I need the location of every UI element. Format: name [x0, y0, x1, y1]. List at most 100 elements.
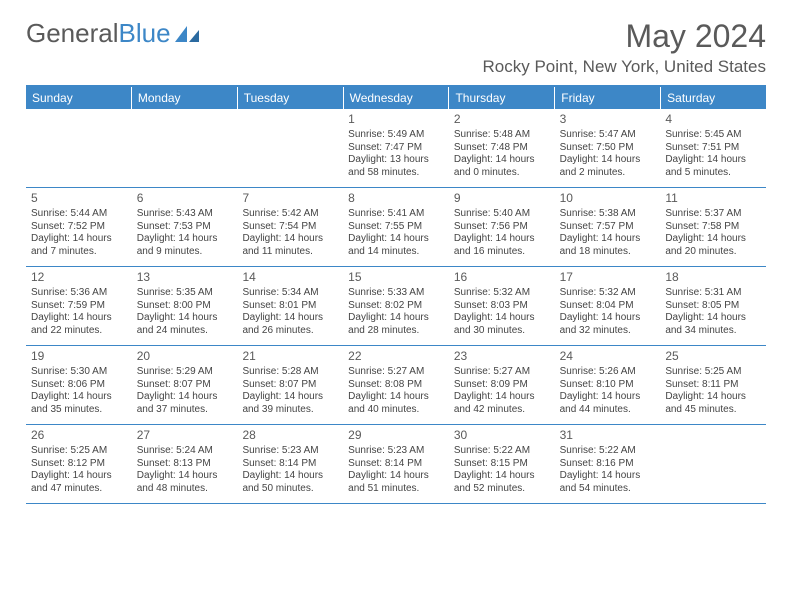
day-cell: 27Sunrise: 5:24 AMSunset: 8:13 PMDayligh…	[132, 425, 238, 503]
day-cell: 7Sunrise: 5:42 AMSunset: 7:54 PMDaylight…	[237, 188, 343, 266]
sunset-text: Sunset: 8:09 PM	[454, 379, 550, 392]
sunset-text: Sunset: 8:15 PM	[454, 458, 550, 471]
sunset-text: Sunset: 8:10 PM	[560, 379, 656, 392]
day-cell: 23Sunrise: 5:27 AMSunset: 8:09 PMDayligh…	[449, 346, 555, 424]
daylight-text: Daylight: 14 hours	[560, 391, 656, 404]
header: GeneralBlue May 2024	[26, 18, 766, 55]
sunset-text: Sunset: 7:58 PM	[665, 221, 761, 234]
sunset-text: Sunset: 8:00 PM	[137, 300, 233, 313]
sunset-text: Sunset: 8:06 PM	[31, 379, 127, 392]
weekday-header-row: Sunday Monday Tuesday Wednesday Thursday…	[26, 87, 766, 109]
daylight-text: Daylight: 14 hours	[242, 391, 338, 404]
daylight-text: Daylight: 14 hours	[137, 391, 233, 404]
logo-sail-icon	[173, 24, 201, 44]
daylight-text: Daylight: 14 hours	[137, 233, 233, 246]
daylight-text: Daylight: 13 hours	[348, 154, 444, 167]
daylight-text: Daylight: 14 hours	[242, 470, 338, 483]
day-number: 4	[665, 112, 761, 127]
sunset-text: Sunset: 8:03 PM	[454, 300, 550, 313]
daylight-text: Daylight: 14 hours	[31, 391, 127, 404]
day-number: 8	[348, 191, 444, 206]
day-number: 25	[665, 349, 761, 364]
day-number: 2	[454, 112, 550, 127]
sunrise-text: Sunrise: 5:40 AM	[454, 208, 550, 221]
daylight-text: and 16 minutes.	[454, 246, 550, 259]
daylight-text: and 28 minutes.	[348, 325, 444, 338]
daylight-text: Daylight: 14 hours	[348, 391, 444, 404]
sunrise-text: Sunrise: 5:27 AM	[348, 366, 444, 379]
sunrise-text: Sunrise: 5:24 AM	[137, 445, 233, 458]
day-cell: 17Sunrise: 5:32 AMSunset: 8:04 PMDayligh…	[555, 267, 661, 345]
sunset-text: Sunset: 7:57 PM	[560, 221, 656, 234]
sunrise-text: Sunrise: 5:34 AM	[242, 287, 338, 300]
sunrise-text: Sunrise: 5:35 AM	[137, 287, 233, 300]
day-cell: 6Sunrise: 5:43 AMSunset: 7:53 PMDaylight…	[132, 188, 238, 266]
day-number: 7	[242, 191, 338, 206]
sunrise-text: Sunrise: 5:33 AM	[348, 287, 444, 300]
day-cell: 31Sunrise: 5:22 AMSunset: 8:16 PMDayligh…	[555, 425, 661, 503]
day-cell: 20Sunrise: 5:29 AMSunset: 8:07 PMDayligh…	[132, 346, 238, 424]
calendar-page: GeneralBlue May 2024 Rocky Point, New Yo…	[0, 0, 792, 522]
daylight-text: and 18 minutes.	[560, 246, 656, 259]
daylight-text: Daylight: 14 hours	[348, 312, 444, 325]
day-number: 1	[348, 112, 444, 127]
sunset-text: Sunset: 7:54 PM	[242, 221, 338, 234]
sunset-text: Sunset: 8:13 PM	[137, 458, 233, 471]
daylight-text: Daylight: 14 hours	[242, 233, 338, 246]
day-number: 11	[665, 191, 761, 206]
day-number: 26	[31, 428, 127, 443]
sunrise-text: Sunrise: 5:25 AM	[31, 445, 127, 458]
daylight-text: and 40 minutes.	[348, 404, 444, 417]
daylight-text: and 20 minutes.	[665, 246, 761, 259]
daylight-text: and 30 minutes.	[454, 325, 550, 338]
sunset-text: Sunset: 8:07 PM	[242, 379, 338, 392]
sunset-text: Sunset: 7:48 PM	[454, 142, 550, 155]
daylight-text: and 48 minutes.	[137, 483, 233, 496]
day-cell	[26, 109, 132, 187]
day-cell: 3Sunrise: 5:47 AMSunset: 7:50 PMDaylight…	[555, 109, 661, 187]
daylight-text: and 9 minutes.	[137, 246, 233, 259]
sunrise-text: Sunrise: 5:48 AM	[454, 129, 550, 142]
day-cell: 24Sunrise: 5:26 AMSunset: 8:10 PMDayligh…	[555, 346, 661, 424]
day-number: 6	[137, 191, 233, 206]
sunset-text: Sunset: 8:16 PM	[560, 458, 656, 471]
sunset-text: Sunset: 8:12 PM	[31, 458, 127, 471]
week-row: 26Sunrise: 5:25 AMSunset: 8:12 PMDayligh…	[26, 425, 766, 504]
daylight-text: Daylight: 14 hours	[454, 312, 550, 325]
weekday-header: Wednesday	[344, 87, 450, 109]
day-cell: 1Sunrise: 5:49 AMSunset: 7:47 PMDaylight…	[343, 109, 449, 187]
weeks-container: 1Sunrise: 5:49 AMSunset: 7:47 PMDaylight…	[26, 109, 766, 504]
day-number: 9	[454, 191, 550, 206]
day-number: 17	[560, 270, 656, 285]
sunrise-text: Sunrise: 5:47 AM	[560, 129, 656, 142]
day-number: 10	[560, 191, 656, 206]
sunset-text: Sunset: 8:14 PM	[348, 458, 444, 471]
day-number: 23	[454, 349, 550, 364]
sunrise-text: Sunrise: 5:27 AM	[454, 366, 550, 379]
day-number: 14	[242, 270, 338, 285]
daylight-text: Daylight: 14 hours	[31, 470, 127, 483]
daylight-text: Daylight: 14 hours	[560, 470, 656, 483]
sunset-text: Sunset: 7:59 PM	[31, 300, 127, 313]
day-cell: 15Sunrise: 5:33 AMSunset: 8:02 PMDayligh…	[343, 267, 449, 345]
week-row: 5Sunrise: 5:44 AMSunset: 7:52 PMDaylight…	[26, 188, 766, 267]
sunrise-text: Sunrise: 5:36 AM	[31, 287, 127, 300]
day-cell: 19Sunrise: 5:30 AMSunset: 8:06 PMDayligh…	[26, 346, 132, 424]
day-number: 3	[560, 112, 656, 127]
sunrise-text: Sunrise: 5:23 AM	[242, 445, 338, 458]
daylight-text: and 44 minutes.	[560, 404, 656, 417]
sunrise-text: Sunrise: 5:37 AM	[665, 208, 761, 221]
sunrise-text: Sunrise: 5:32 AM	[454, 287, 550, 300]
day-cell: 29Sunrise: 5:23 AMSunset: 8:14 PMDayligh…	[343, 425, 449, 503]
sunset-text: Sunset: 8:05 PM	[665, 300, 761, 313]
day-number: 31	[560, 428, 656, 443]
day-cell: 16Sunrise: 5:32 AMSunset: 8:03 PMDayligh…	[449, 267, 555, 345]
daylight-text: Daylight: 14 hours	[665, 154, 761, 167]
sunrise-text: Sunrise: 5:49 AM	[348, 129, 444, 142]
daylight-text: Daylight: 14 hours	[137, 312, 233, 325]
day-number: 12	[31, 270, 127, 285]
sunset-text: Sunset: 8:04 PM	[560, 300, 656, 313]
daylight-text: and 45 minutes.	[665, 404, 761, 417]
day-cell: 9Sunrise: 5:40 AMSunset: 7:56 PMDaylight…	[449, 188, 555, 266]
weekday-header: Friday	[555, 87, 661, 109]
